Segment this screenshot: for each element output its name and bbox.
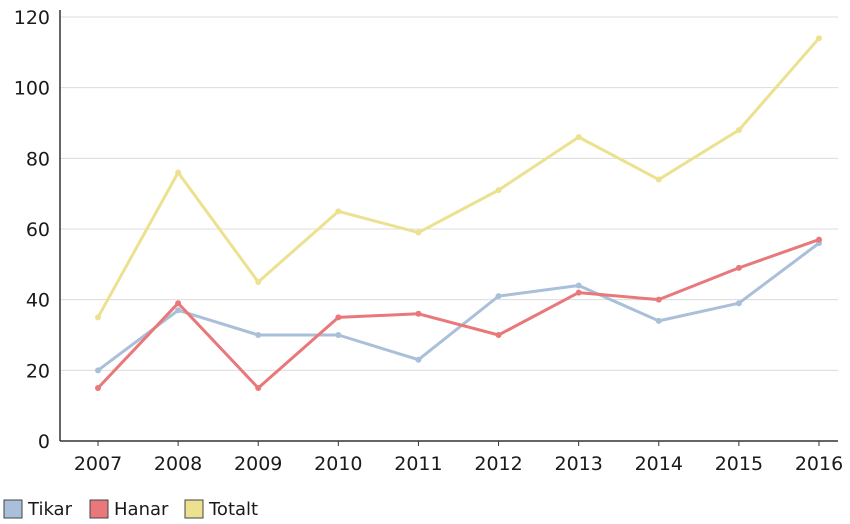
y-tick-label: 80 [26,148,50,170]
legend-swatch-tikar [3,499,23,519]
series-totalt [95,35,822,321]
axes [59,10,838,446]
data-point-totalt [95,314,101,321]
data-point-hanar [415,310,422,317]
data-point-totalt [175,169,182,176]
x-tick-label: 2014 [635,453,683,475]
data-point-totalt [655,176,662,183]
x-tick-label: 2009 [234,453,282,475]
series-line-hanar [96,238,821,390]
x-tick-label: 2016 [795,453,843,475]
data-point-hanar [575,289,582,296]
legend-label-tikar: Tikar [27,499,73,520]
data-point-hanar [655,296,662,303]
data-point-hanar [816,236,822,243]
data-point-hanar [175,300,182,307]
y-tick-label: 20 [26,360,50,382]
data-point-totalt [255,279,262,285]
series-line-totalt [96,36,821,319]
series-hanar [95,236,822,391]
data-point-totalt [335,208,342,215]
data-point-tikar [95,367,101,374]
legend-label-hanar: Hanar [114,499,169,520]
x-tick-label: 2008 [154,453,202,475]
x-tick-label: 2012 [474,453,522,475]
data-point-hanar [255,385,262,391]
x-tick-label: 2013 [554,453,602,475]
legend-swatch-hanar [89,499,109,519]
data-point-tikar [175,307,182,314]
data-point-tikar [495,293,502,300]
data-point-totalt [735,127,742,134]
legend-item-tikar: Tikar [3,499,73,520]
series-line-tikar [96,241,821,372]
series-lines [95,35,822,391]
legend-label-totalt: Totalt [208,499,258,520]
x-tick-label: 2007 [74,453,122,475]
series-tikar [95,240,822,374]
legend: Tikar Hanar Totalt [3,499,258,520]
data-point-totalt [415,229,422,236]
data-point-tikar [415,356,422,363]
x-tick-label: 2011 [394,453,442,475]
data-point-tikar [655,317,662,324]
data-point-hanar [735,264,742,271]
y-tick-label: 100 [14,78,50,100]
data-point-hanar [495,332,502,338]
data-point-tikar [575,282,582,289]
gridlines [60,16,838,371]
x-tick-label: 2010 [314,453,362,475]
legend-swatch-totalt [184,499,204,519]
legend-item-totalt: Totalt [184,499,258,520]
y-tick-label: 60 [26,219,50,241]
data-point-tikar [255,332,262,338]
x-tick-label: 2015 [715,453,763,475]
data-point-totalt [575,134,582,141]
y-axis-tick-labels: 0 20 40 60 80 100 120 [14,7,50,453]
y-tick-label: 40 [26,290,50,312]
data-point-tikar [335,332,342,338]
data-point-tikar [735,300,742,307]
y-tick-label: 120 [14,7,50,29]
data-point-hanar [95,385,101,391]
data-point-totalt [816,35,822,42]
legend-item-hanar: Hanar [89,499,169,520]
x-axis-tick-labels: 2007 2008 2009 2010 2011 2012 2013 2014 2015 2016 [74,453,843,475]
data-point-hanar [335,314,342,321]
y-tick-label: 0 [38,431,50,453]
data-point-totalt [495,187,502,194]
